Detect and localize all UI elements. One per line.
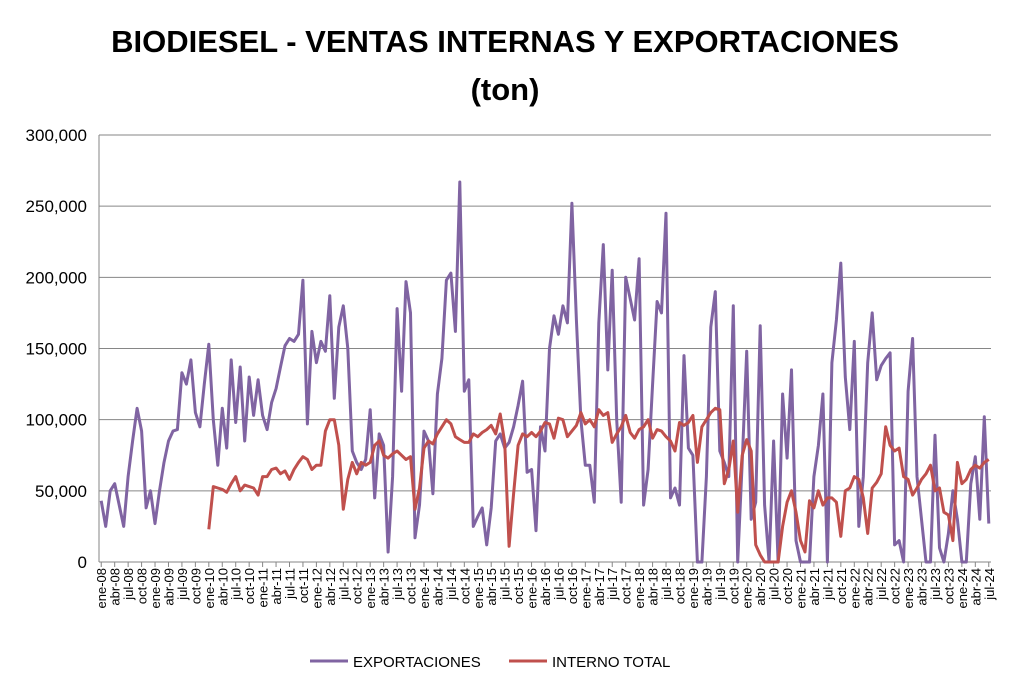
x-tick-label: oct-09	[188, 568, 203, 604]
x-tick-label: abr-13	[377, 568, 392, 606]
x-tick-label: oct-15	[511, 568, 526, 604]
x-tick-label: abr-09	[161, 568, 176, 606]
x-tick-label: oct-19	[726, 568, 741, 604]
x-tick-label: ene-12	[309, 568, 324, 608]
chart-title: BIODIESEL - VENTAS INTERNAS Y EXPORTACIO…	[111, 24, 899, 59]
x-tick-label: abr-14	[430, 568, 445, 606]
x-tick-label: jul-22	[874, 568, 889, 601]
legend-label: INTERNO TOTAL	[552, 654, 670, 671]
x-tick-label: abr-08	[108, 568, 123, 606]
x-tick-label: oct-22	[888, 568, 903, 604]
x-tick-label: abr-20	[753, 568, 768, 606]
x-tick-label: abr-19	[699, 568, 714, 606]
x-tick-label: abr-11	[269, 568, 284, 605]
y-tick-label: 250,000	[26, 197, 87, 216]
x-tick-label: jul-12	[336, 568, 351, 601]
y-tick-label: 150,000	[26, 340, 87, 359]
x-tick-label: oct-11	[296, 568, 311, 603]
series-line	[99, 180, 991, 564]
x-tick-label: jul-23	[928, 568, 943, 601]
x-tick-label: abr-17	[592, 568, 607, 606]
x-tick-label: ene-20	[740, 568, 755, 608]
x-tick-label: oct-21	[834, 568, 849, 604]
x-tick-label: abr-15	[484, 568, 499, 606]
x-tick-label: jul-09	[175, 568, 190, 601]
x-tick-label: abr-16	[538, 568, 553, 606]
x-tick-label: ene-15	[471, 568, 486, 608]
x-tick-label: jul-20	[767, 568, 782, 601]
x-tick-label: ene-09	[148, 568, 163, 608]
y-tick-label: 50,000	[35, 482, 87, 501]
x-tick-label: ene-22	[847, 568, 862, 608]
x-tick-label: ene-16	[525, 568, 540, 608]
x-tick-label: ene-19	[686, 568, 701, 608]
x-tick-label: oct-10	[242, 568, 257, 604]
y-tick-label: 300,000	[26, 126, 87, 145]
x-tick-label: jul-14	[444, 568, 459, 601]
chart-title: (ton)	[471, 72, 540, 107]
x-tick-label: ene-17	[578, 568, 593, 608]
x-tick-label: abr-10	[215, 568, 230, 606]
x-tick-label: ene-24	[955, 568, 970, 608]
x-tick-label: oct-18	[672, 568, 687, 604]
x-tick-label: oct-20	[780, 568, 795, 604]
x-tick-label: oct-16	[565, 568, 580, 604]
x-tick-label: ene-14	[417, 568, 432, 608]
x-tick-label: jul-11	[283, 568, 298, 600]
x-tick-label: jul-16	[551, 568, 566, 601]
x-tick-label: oct-08	[135, 568, 150, 604]
x-tick-label: jul-17	[605, 568, 620, 601]
x-tick-label: abr-24	[968, 568, 983, 606]
x-tick-label: abr-23	[915, 568, 930, 606]
x-tick-label: jul-10	[229, 568, 244, 601]
x-tick-label: oct-13	[404, 568, 419, 604]
x-tick-label: ene-11	[256, 568, 271, 608]
x-tick-label: jul-13	[390, 568, 405, 601]
x-tick-label: jul-18	[659, 568, 674, 601]
x-tick-label: abr-18	[646, 568, 661, 606]
x-tick-label: oct-12	[350, 568, 365, 604]
x-tick-label: ene-18	[632, 568, 647, 608]
series-line	[207, 406, 990, 564]
legend-label: EXPORTACIONES	[353, 654, 481, 671]
x-tick-label: jul-21	[820, 568, 835, 601]
x-tick-label: ene-23	[901, 568, 916, 608]
x-tick-label: ene-13	[363, 568, 378, 608]
x-tick-label: abr-12	[323, 568, 338, 606]
y-tick-label: 200,000	[26, 268, 87, 287]
x-tick-label: jul-24	[982, 568, 997, 601]
x-tick-label: oct-17	[619, 568, 634, 604]
y-tick-label: 0	[78, 553, 87, 572]
x-tick-label: abr-21	[807, 568, 822, 606]
x-tick-label: ene-10	[202, 568, 217, 608]
y-tick-label: 100,000	[26, 411, 87, 430]
x-tick-label: oct-23	[941, 568, 956, 604]
x-tick-label: oct-14	[457, 568, 472, 604]
x-tick-label: jul-15	[498, 568, 513, 601]
x-tick-label: jul-08	[121, 568, 136, 601]
x-tick-label: jul-19	[713, 568, 728, 601]
x-tick-label: ene-21	[793, 568, 808, 608]
x-tick-label: abr-22	[861, 568, 876, 606]
x-tick-label: ene-08	[94, 568, 109, 608]
